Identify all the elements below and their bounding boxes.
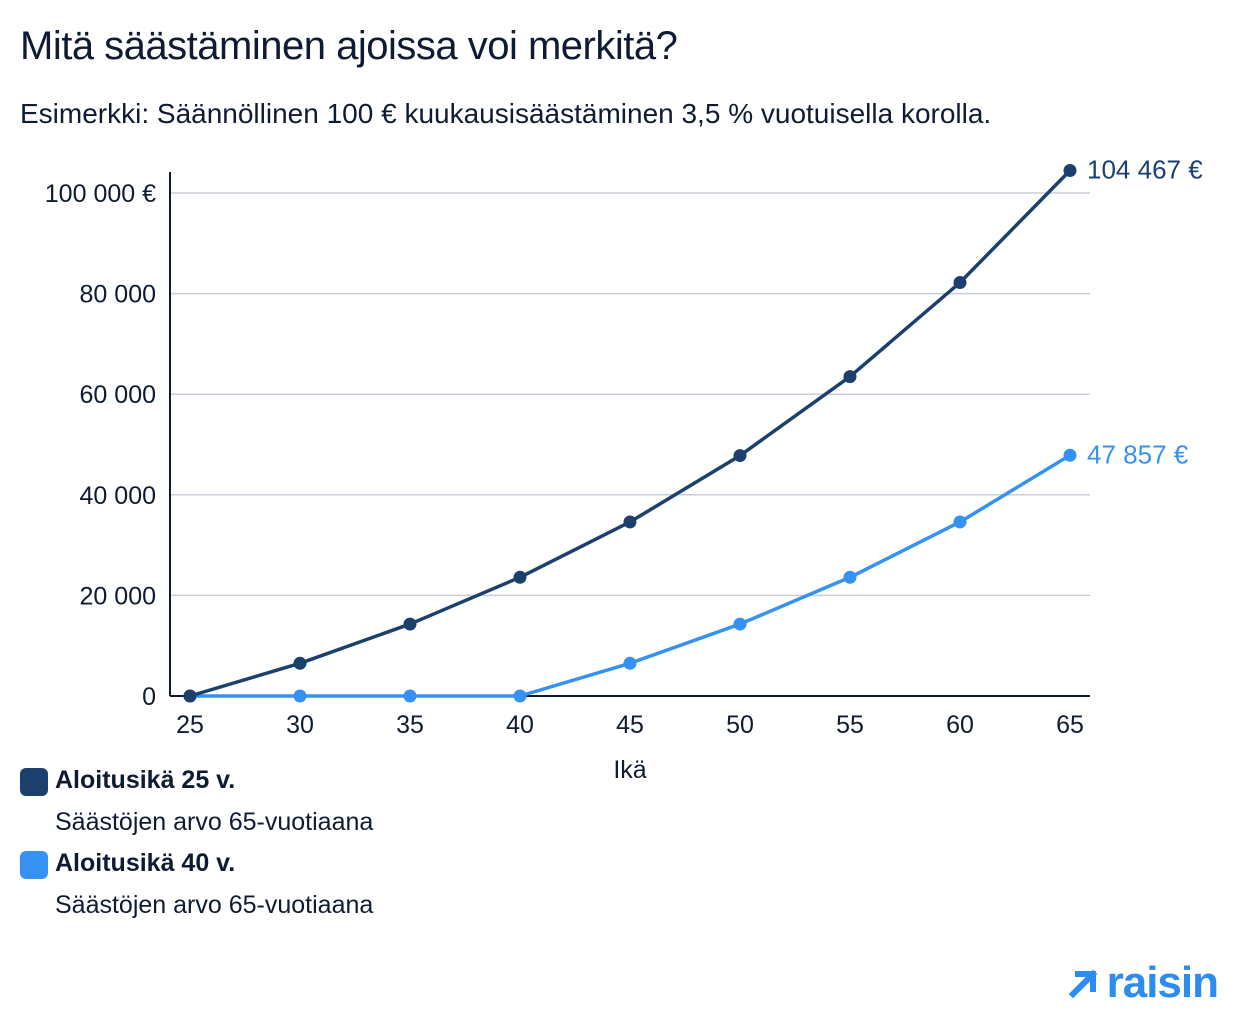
y-tick-label: 20 000 (80, 582, 156, 610)
data-point (293, 656, 307, 670)
arrow-up-right-icon (1068, 969, 1097, 999)
data-point (623, 656, 637, 670)
y-tick-label: 100 000 € (45, 180, 156, 208)
data-point (513, 689, 527, 703)
x-tick-label: 35 (396, 711, 424, 739)
y-tick-label: 0 (142, 683, 156, 711)
legend-swatch-light (20, 851, 48, 879)
legend-series-desc: Säästöjen arvo 65-vuotiaana (55, 808, 374, 836)
series-line (189, 169, 1072, 698)
x-tick-label: 45 (616, 711, 644, 739)
x-tick-label: 60 (946, 711, 974, 739)
chart-title: Mitä säästäminen ajoissa voi merkitä? (20, 24, 678, 68)
x-axis-label: Ikä (613, 756, 646, 784)
data-point (183, 689, 197, 703)
line-chart: 0 20 000 40 000 60 000 80 000 100 000 € 25 30 35… (45, 155, 1203, 784)
x-tick-label: 25 (176, 711, 204, 739)
chart-subtitle: Esimerkki: Säännöllinen 100 € kuukausisä… (20, 98, 992, 129)
x-tick-label: 65 (1056, 711, 1084, 739)
logo-text: raisin (1106, 958, 1219, 1007)
x-tick-label: 50 (726, 711, 754, 739)
legend-swatch-dark (20, 768, 48, 796)
data-point (403, 689, 417, 703)
end-value-label: 47 857 € (1087, 439, 1189, 469)
x-tick-label: 30 (286, 711, 314, 739)
data-point (1063, 164, 1077, 178)
y-tick-label: 60 000 (80, 381, 156, 409)
y-tick-label: 40 000 (80, 482, 156, 510)
data-point (293, 689, 307, 703)
legend-series-desc: Säästöjen arvo 65-vuotiaana (55, 891, 374, 919)
data-point (733, 617, 747, 631)
data-point (513, 570, 527, 584)
data-point (843, 370, 857, 384)
legend-series-name: Aloitusikä 25 v. (55, 766, 236, 794)
data-point (953, 276, 967, 290)
data-point (843, 570, 857, 584)
data-point (623, 515, 637, 529)
x-tick-label: 40 (506, 711, 534, 739)
x-tick-label: 55 (836, 711, 864, 739)
legend-series-name: Aloitusikä 40 v. (55, 849, 236, 877)
y-tick-label: 80 000 (80, 281, 156, 309)
data-point (953, 515, 967, 529)
data-point (1063, 448, 1077, 462)
data-point (733, 449, 747, 463)
raisin-logo: raisin (1067, 958, 1219, 1008)
end-value-label: 104 467 € (1087, 155, 1203, 185)
data-point (403, 617, 417, 631)
